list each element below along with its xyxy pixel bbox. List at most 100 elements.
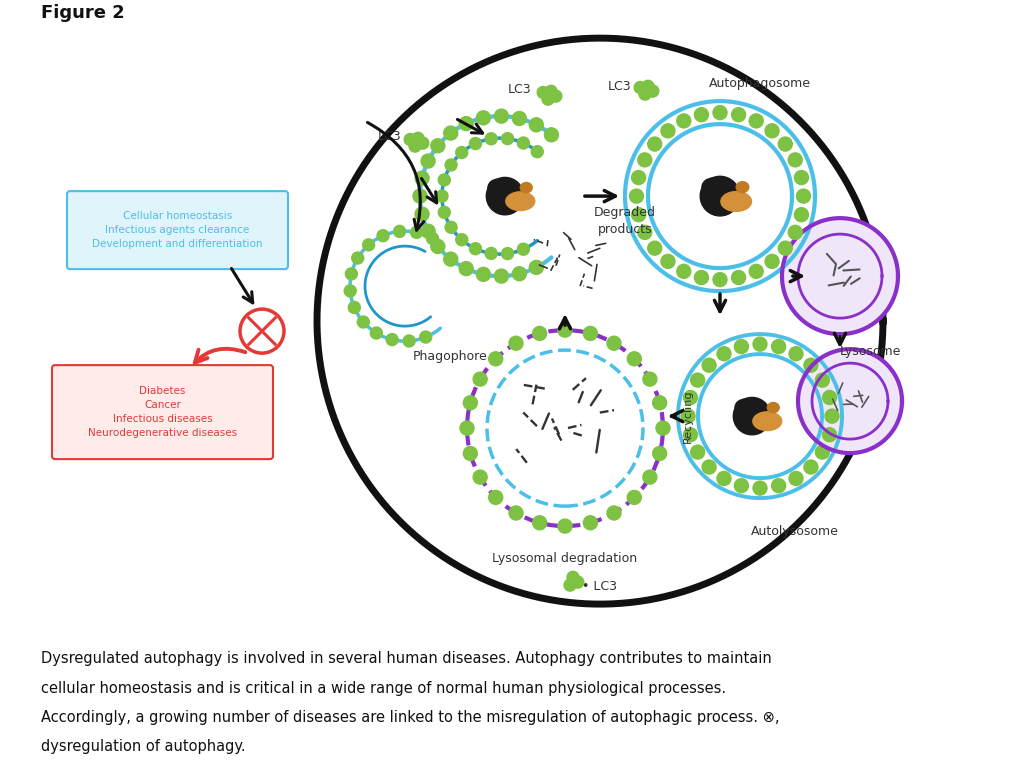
Circle shape [473, 470, 487, 484]
Text: Degraded
products: Degraded products [594, 206, 656, 236]
Circle shape [702, 359, 716, 372]
Circle shape [648, 241, 661, 255]
Circle shape [631, 170, 646, 184]
Circle shape [656, 421, 670, 435]
Circle shape [470, 137, 481, 150]
Circle shape [648, 137, 661, 151]
Text: Recycling: Recycling [683, 389, 693, 443]
Circle shape [476, 111, 490, 125]
Circle shape [538, 86, 549, 99]
Text: Dysregulated autophagy is involved in several human diseases. Autophagy contribu: Dysregulated autophagy is involved in se… [41, 651, 771, 666]
Text: Accordingly, a growing number of diseases are linked to the misregulation of aut: Accordingly, a growing number of disease… [41, 710, 780, 725]
Circle shape [650, 126, 790, 267]
Circle shape [240, 309, 284, 353]
Circle shape [677, 264, 691, 278]
Circle shape [583, 326, 597, 341]
Circle shape [771, 339, 786, 354]
Circle shape [653, 396, 666, 409]
Circle shape [445, 221, 457, 234]
Circle shape [681, 409, 695, 423]
Circle shape [564, 579, 576, 591]
Ellipse shape [506, 192, 535, 210]
Circle shape [583, 516, 597, 530]
Circle shape [816, 373, 829, 387]
Text: LC3: LC3 [508, 82, 531, 96]
Circle shape [357, 316, 370, 328]
Text: cellular homeostasis and is critical in a wide range of normal human physiologic: cellular homeostasis and is critical in … [41, 681, 726, 695]
Circle shape [344, 285, 356, 297]
Circle shape [749, 264, 763, 278]
Circle shape [485, 247, 497, 259]
Circle shape [825, 409, 839, 423]
Circle shape [421, 154, 435, 168]
Text: Figure 2: Figure 2 [41, 4, 125, 22]
Circle shape [412, 133, 424, 144]
Circle shape [494, 109, 509, 123]
Circle shape [558, 519, 572, 533]
Circle shape [415, 207, 430, 221]
Circle shape [473, 372, 487, 386]
Circle shape [345, 268, 357, 280]
Circle shape [627, 490, 642, 504]
FancyBboxPatch shape [52, 365, 273, 459]
Circle shape [779, 137, 792, 151]
Circle shape [661, 254, 675, 268]
Circle shape [494, 269, 509, 283]
Circle shape [816, 445, 829, 459]
Circle shape [733, 397, 770, 435]
Text: Diabetes
Cancer
Infectious diseases
Neurodegenerative diseases: Diabetes Cancer Infectious diseases Neur… [88, 386, 237, 438]
Circle shape [643, 372, 657, 386]
Circle shape [694, 271, 709, 284]
Ellipse shape [750, 413, 767, 427]
Circle shape [417, 137, 428, 149]
Circle shape [653, 446, 666, 460]
Circle shape [455, 146, 468, 159]
Circle shape [788, 153, 802, 167]
Circle shape [485, 133, 497, 145]
Circle shape [629, 189, 644, 203]
Circle shape [377, 230, 389, 241]
Circle shape [749, 114, 763, 128]
Circle shape [470, 243, 481, 254]
Circle shape [512, 267, 526, 281]
Circle shape [517, 243, 529, 255]
Circle shape [529, 118, 543, 132]
Circle shape [386, 334, 398, 345]
Circle shape [794, 170, 809, 184]
Circle shape [691, 373, 705, 387]
Text: LC3: LC3 [378, 130, 402, 143]
Circle shape [677, 114, 691, 128]
Circle shape [445, 159, 457, 171]
Circle shape [517, 137, 529, 149]
Ellipse shape [735, 399, 755, 416]
Circle shape [415, 171, 430, 185]
Circle shape [459, 116, 473, 130]
Circle shape [607, 336, 621, 350]
Circle shape [798, 349, 902, 453]
Ellipse shape [767, 402, 780, 412]
Circle shape [731, 108, 746, 122]
Text: LC3: LC3 [608, 79, 631, 93]
Circle shape [459, 261, 473, 275]
Circle shape [444, 126, 457, 140]
Circle shape [444, 252, 457, 266]
Circle shape [533, 516, 547, 530]
Circle shape [642, 80, 654, 93]
Circle shape [794, 207, 809, 222]
Circle shape [684, 390, 697, 405]
Circle shape [409, 140, 421, 152]
Circle shape [404, 133, 416, 146]
Circle shape [486, 177, 523, 215]
Circle shape [823, 428, 836, 442]
Circle shape [488, 490, 503, 504]
Circle shape [464, 396, 477, 409]
Circle shape [348, 301, 360, 314]
Circle shape [351, 252, 364, 264]
Circle shape [607, 506, 621, 520]
Circle shape [431, 139, 445, 153]
Circle shape [789, 347, 803, 361]
Ellipse shape [520, 183, 533, 193]
Circle shape [467, 330, 663, 526]
Circle shape [803, 359, 818, 372]
Circle shape [509, 336, 523, 350]
